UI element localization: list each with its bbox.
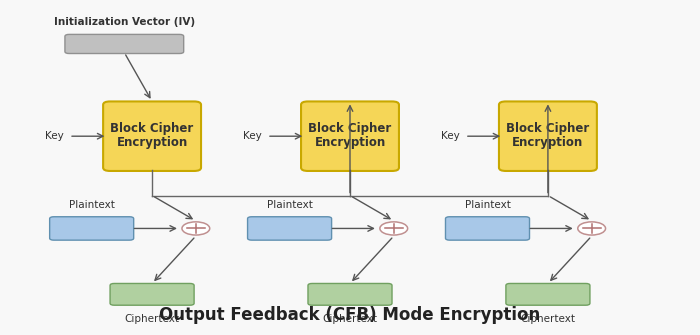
FancyBboxPatch shape [301, 102, 399, 171]
Text: Key: Key [243, 131, 262, 141]
Text: Ciphertext: Ciphertext [125, 314, 180, 324]
Text: Plaintext: Plaintext [465, 200, 510, 210]
FancyBboxPatch shape [308, 283, 392, 305]
FancyBboxPatch shape [499, 102, 597, 171]
FancyBboxPatch shape [50, 217, 134, 240]
Circle shape [182, 222, 210, 235]
FancyBboxPatch shape [248, 217, 332, 240]
Text: Plaintext: Plaintext [69, 200, 115, 210]
Text: Ciphertext: Ciphertext [520, 314, 575, 324]
FancyBboxPatch shape [65, 35, 183, 54]
Text: Ciphertext: Ciphertext [323, 314, 377, 324]
Text: Encryption: Encryption [314, 136, 386, 149]
Text: Output Feedback (CFB) Mode Encryption: Output Feedback (CFB) Mode Encryption [160, 306, 540, 324]
Circle shape [578, 222, 606, 235]
FancyBboxPatch shape [110, 283, 194, 305]
Text: Encryption: Encryption [116, 136, 188, 149]
FancyBboxPatch shape [103, 102, 201, 171]
FancyBboxPatch shape [445, 217, 529, 240]
FancyBboxPatch shape [506, 283, 590, 305]
Text: Initialization Vector (IV): Initialization Vector (IV) [54, 17, 195, 27]
Text: Block Cipher: Block Cipher [506, 123, 589, 135]
Text: Block Cipher: Block Cipher [309, 123, 391, 135]
Circle shape [380, 222, 407, 235]
Text: Encryption: Encryption [512, 136, 584, 149]
Text: Plaintext: Plaintext [267, 200, 312, 210]
Text: Key: Key [45, 131, 64, 141]
Text: Key: Key [440, 131, 459, 141]
Text: Block Cipher: Block Cipher [111, 123, 194, 135]
